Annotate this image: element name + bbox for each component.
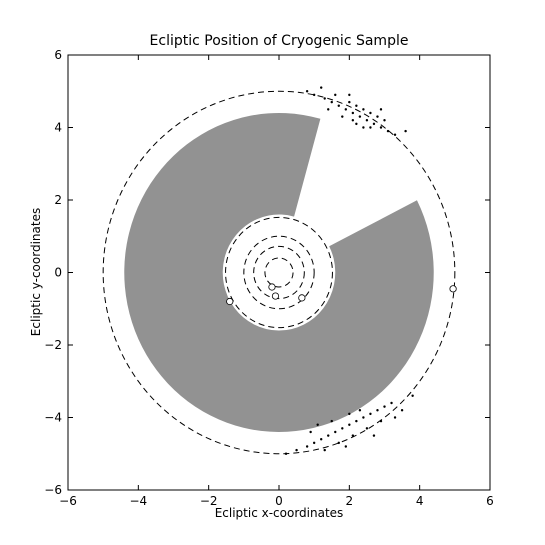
point [362, 416, 365, 419]
y-tick-label: 0 [54, 266, 62, 280]
point [323, 448, 326, 452]
chart-title: Ecliptic Position of Cryogenic Sample [150, 33, 409, 49]
point [393, 416, 397, 419]
point [372, 122, 376, 126]
y-tick-label: 4 [54, 121, 62, 135]
x-tick-label: 6 [486, 494, 494, 508]
x-tick-label: 0 [275, 494, 283, 508]
point [369, 412, 372, 416]
point [355, 122, 358, 126]
planet-marker [449, 285, 457, 293]
orbit [225, 216, 333, 329]
planet-marker [226, 297, 234, 306]
point [320, 438, 323, 441]
point [330, 100, 333, 104]
point [379, 126, 383, 129]
sample-region [124, 112, 434, 432]
point [365, 427, 369, 430]
x-tick-label: 4 [416, 494, 424, 508]
point [284, 452, 288, 455]
y-tick-label: 2 [54, 193, 62, 207]
point [327, 434, 330, 437]
point [390, 401, 393, 405]
point [348, 412, 351, 416]
point [341, 427, 344, 430]
point [358, 409, 362, 412]
point [383, 405, 386, 408]
point [320, 86, 323, 89]
point [386, 129, 390, 133]
point [369, 111, 372, 115]
point [337, 104, 340, 107]
point [355, 104, 358, 107]
plot-area [102, 86, 457, 455]
point [351, 111, 355, 115]
point [362, 108, 365, 111]
point [341, 115, 344, 118]
x-tick-label: 2 [346, 494, 354, 508]
point [309, 430, 312, 434]
point [312, 93, 316, 97]
orbit [264, 257, 294, 288]
orbit [243, 235, 315, 310]
point [337, 441, 340, 445]
planet-marker [268, 283, 276, 291]
x-tick-label: −4 [129, 494, 147, 508]
point [383, 119, 386, 122]
point [334, 430, 337, 434]
x-tick-label: −2 [200, 494, 218, 508]
point [351, 434, 355, 437]
orbit [253, 245, 305, 300]
y-tick-label: 6 [54, 48, 62, 62]
point [348, 93, 351, 97]
point [376, 115, 379, 118]
point [344, 445, 348, 448]
point [358, 115, 362, 118]
planet-marker [271, 292, 280, 300]
planet-marker [298, 294, 306, 302]
point [393, 133, 397, 136]
y-axis-label: Ecliptic y-coordinates [29, 208, 43, 336]
point [404, 129, 407, 133]
point [348, 100, 351, 104]
point [316, 423, 319, 426]
point [379, 419, 383, 423]
point [348, 423, 351, 426]
point [344, 108, 348, 111]
point [305, 90, 309, 93]
y-tick-label: −2 [44, 338, 62, 352]
orbit [102, 90, 456, 455]
point [400, 409, 404, 412]
y-tick-label: −4 [44, 411, 62, 425]
point [305, 445, 309, 448]
point [327, 108, 330, 111]
point [295, 448, 298, 452]
point [355, 419, 358, 423]
y-tick-label: −6 [44, 483, 62, 497]
x-tick-label: −6 [59, 494, 77, 508]
point [334, 93, 337, 97]
x-axis-label: Ecliptic x-coordinates [215, 506, 344, 520]
point [411, 394, 414, 397]
point [362, 126, 365, 129]
point [379, 108, 383, 111]
point [369, 126, 372, 129]
point [312, 441, 316, 445]
point [323, 97, 326, 100]
point [372, 434, 376, 437]
point [365, 119, 369, 122]
point [376, 409, 379, 412]
point [330, 419, 333, 423]
point [351, 119, 355, 122]
